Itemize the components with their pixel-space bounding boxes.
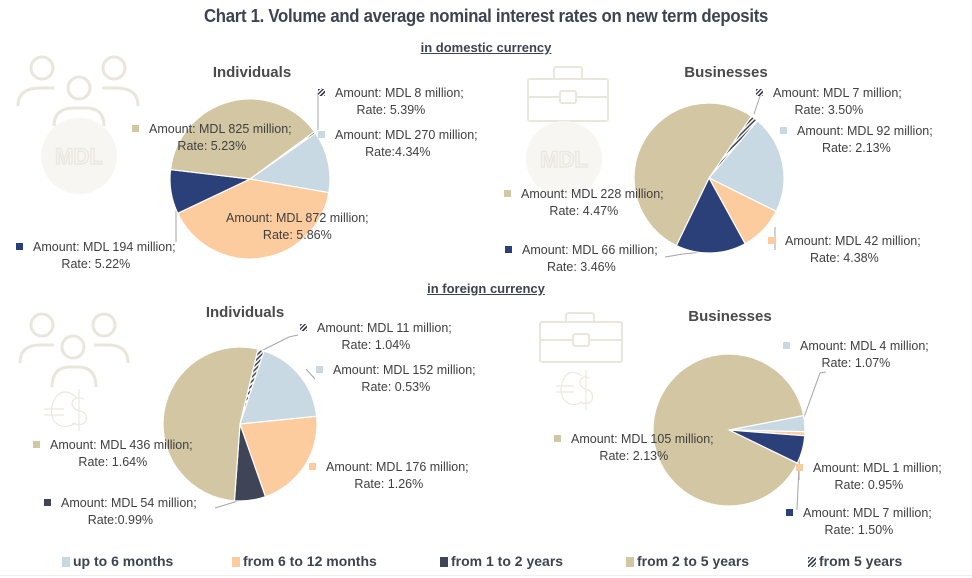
leader-line [260,334,299,352]
pie-slice-from-6-to-12-months [176,178,330,260]
data-label-di-5y: Amount: MDL 8 million; Rate: 5.39% [318,85,464,119]
hatch-swatch-icon [318,89,325,96]
swatch-icon [780,127,787,134]
data-label-db-5y: Amount: MDL 7 million; Rate: 3.50% [756,85,902,119]
svg-text:MDL: MDL [540,147,588,172]
people-mdl-icon: MDL [16,55,140,194]
hatch-swatch-icon [300,324,307,331]
swatch-icon [309,463,316,470]
data-label-db-5y-range: Amount: MDL 228 million; Rate: 4.47% [504,186,664,220]
leader-line [802,371,827,421]
data-label-fb-2y: Amount: MDL 7 million; Rate: 1.50% [786,505,932,539]
data-label-db-6m: Amount: MDL 92 million; Rate: 2.13% [780,123,933,157]
leader-line [305,368,316,380]
swatch-icon [318,131,325,138]
pie-foreign-individuals [162,346,318,502]
pie-slice-up-to-6-months [248,132,331,194]
swatch-icon [16,243,23,250]
legend-hatch-swatch-icon [808,557,816,567]
data-label-db-12m: Amount: MDL 42 million; Rate: 4.38% [768,233,921,267]
swatch-icon [796,464,803,471]
swatch-icon [783,342,790,349]
bottom-divider [0,575,972,576]
legend-item-up-to-6-months: up to 6 months [62,553,173,569]
swatch-icon [505,246,512,253]
data-label-di-6m: Amount: MDL 270 million; Rate:4.34% [318,127,478,161]
legend: up to 6 months from 6 to 12 months from … [0,553,972,575]
chart-title: Chart 1. Volume and average nominal inte… [203,6,769,26]
pie-title-domestic-businesses: Businesses [684,64,768,81]
swatch-icon [554,435,561,442]
data-label-fi-2y: Amount: MDL 54 million; Rate:0.99% [44,495,197,529]
briefcase-currency-icon [539,312,623,410]
swatch-icon [768,237,775,244]
section-foreign-title: in foreign currency [427,281,545,296]
data-label-db-2y: Amount: MDL 66 million; Rate: 3.46% [505,242,658,276]
data-label-fi-12m: Amount: MDL 176 million; Rate: 1.26% [309,459,469,493]
section-domestic-title: in domestic currency [420,40,552,55]
swatch-icon [33,441,40,448]
pie-title-domestic-individuals: Individuals [212,64,292,81]
legend-item-6-to-12-months: from 6 to 12 months [232,553,377,569]
legend-swatch-icon [62,557,70,567]
data-label-fi-5y-range: Amount: MDL 436 million; Rate: 1.64% [33,437,193,471]
leader-line [214,500,239,509]
pie-title-foreign-businesses: Businesses [688,308,772,325]
swatch-icon [132,125,139,132]
legend-swatch-icon [440,557,448,567]
data-label-fb-5y-range: Amount: MDL 105 million; Rate: 2.13% [554,431,714,465]
pie-foreign-businesses [652,353,806,507]
data-label-fb-6m: Amount: MDL 4 million; Rate: 1.07% [783,338,929,372]
data-label-di-2y: Amount: MDL 194 million; Rate: 5.22% [16,239,176,273]
legend-item-2-to-5-years: from 2 to 5 years [626,553,749,569]
swatch-icon [786,509,793,516]
pie-slice-from-1-to-2-years [675,176,746,254]
people-currency-icon [18,312,130,431]
pie-slice-from-6-to-12-months [239,415,318,498]
data-label-fi-5y: Amount: MDL 11 million; Rate: 1.04% [300,320,452,354]
data-label-fi-6m: Amount: MDL 152 million; Rate: 0.53% [316,362,476,396]
pie-title-foreign-individuals: Individuals [205,304,285,321]
pie-slice-up-to-6-months [708,119,785,213]
pie-slice-from-2-to-5-years [633,102,753,247]
legend-swatch-icon [232,557,240,567]
pie-slice-from-2-to-5-years [169,98,316,180]
pie-domestic-businesses [633,102,785,254]
data-label-di-12m: Amount: MDL 872 million; Rate: 5.86% [226,211,369,242]
svg-text:MDL: MDL [55,144,103,169]
data-label-fb-12m: Amount: MDL 1 million; Rate: 0.95% [796,460,942,494]
hatch-swatch-icon [756,89,763,96]
leader-line [753,95,761,115]
legend-swatch-icon [626,557,634,567]
pie-slice-from-2-to-5-years [162,346,259,502]
swatch-icon [316,366,323,373]
briefcase-mdl-icon: MDL [526,66,609,194]
legend-item-1-to-2-years: from 1 to 2 years [440,553,563,569]
pie-slice-up-to-6-months [239,350,318,425]
data-label-di-5y-range: Amount: MDL 825 million; Rate: 5.23% [132,121,292,155]
swatch-icon [44,499,51,506]
legend-item-from-5-years: from 5 years [808,553,902,569]
swatch-icon [504,190,511,197]
pie-domestic-individuals [169,98,331,260]
pie-slice-from-2-to-5-years [652,353,805,507]
